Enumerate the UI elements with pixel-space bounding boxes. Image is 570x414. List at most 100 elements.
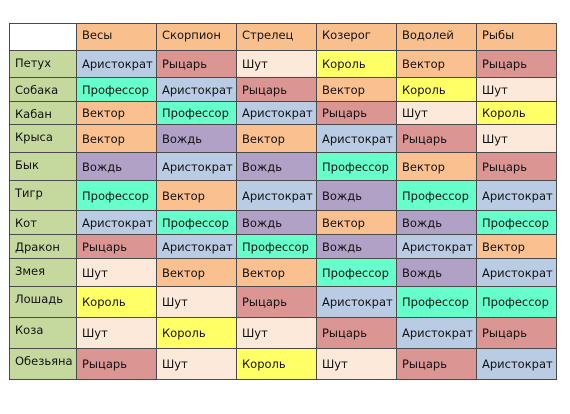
table-cell: Рыцарь	[476, 50, 557, 78]
table-cell: Король	[156, 317, 237, 349]
table-cell: Рыцарь	[236, 77, 317, 102]
table-row: Собака Профессор Аристократ Рыцарь Вектор Кор…	[9, 77, 557, 102]
table-cell: Аристократ	[236, 180, 317, 211]
row-label: Коза	[9, 317, 77, 349]
row-label: Обезьяна	[9, 348, 77, 380]
table-cell: Шут	[316, 348, 397, 380]
table-cell: Рыцарь	[156, 50, 237, 78]
table-cell: Вектор	[316, 77, 397, 102]
table-cell: Профессор	[76, 77, 157, 102]
column-header: Скорпион	[156, 23, 237, 51]
table-row: Дракон Рыцарь Аристократ Профессор Вождь Арис…	[9, 234, 557, 259]
table-row: Змея Шут Вектор Вектор Профессор Вождь Аристок…	[9, 258, 557, 287]
table-cell: Вождь	[316, 234, 397, 259]
table-cell: Король	[236, 348, 317, 380]
table-cell: Вектор	[76, 124, 157, 153]
row-label: Лошадь	[9, 286, 77, 318]
table-cell: Аристократ	[476, 180, 557, 211]
table-cell: Король	[76, 286, 157, 318]
column-header: Водолей	[396, 23, 477, 51]
table-cell: Вектор	[236, 124, 317, 153]
table-cell: Рыцарь	[476, 152, 557, 181]
table-cell: Вектор	[156, 180, 237, 211]
table-cell: Шут	[476, 124, 557, 153]
table-cell: Аристократ	[156, 77, 237, 102]
table-cell: Рыцарь	[396, 124, 477, 153]
table-cell: Шут	[236, 50, 317, 78]
table-cell: Шут	[156, 286, 237, 318]
table-cell: Рыцарь	[396, 348, 477, 380]
table-cell: Профессор	[476, 286, 557, 318]
table-row: Коза Шут Король Шут Рыцарь Аристократ Рыцарь	[9, 317, 557, 349]
row-label: Змея	[9, 258, 77, 287]
table-cell: Шут	[156, 348, 237, 380]
table-cell: Король	[396, 77, 477, 102]
table-row: Кот Аристократ Профессор Вождь Вектор Вождь Пр…	[9, 210, 557, 235]
table-cell: Профессор	[316, 152, 397, 181]
table-cell: Вождь	[236, 152, 317, 181]
table-cell: Вождь	[316, 180, 397, 211]
row-label: Кабан	[9, 101, 77, 125]
table-cell: Шут	[76, 317, 157, 349]
table-cell: Аристократ	[236, 101, 317, 125]
table-cell: Шут	[476, 77, 557, 102]
table-cell: Вождь	[396, 210, 477, 235]
table-cell: Вождь	[76, 152, 157, 181]
table-row: Петух Аристократ Рыцарь Шут Король Вектор Рыца…	[9, 50, 557, 78]
table-row: Обезьяна Рыцарь Шут Король Шут Рыцарь Аристокр…	[9, 348, 557, 380]
table-cell: Вождь	[236, 210, 317, 235]
row-label: Петух	[9, 50, 77, 78]
table-cell: Рыцарь	[76, 234, 157, 259]
table-cell: Вождь	[156, 124, 237, 153]
table-cell: Рыцарь	[316, 317, 397, 349]
table-cell: Вождь	[396, 258, 477, 287]
table-cell: Король	[316, 50, 397, 78]
column-header: Рыбы	[476, 23, 557, 51]
table-cell: Профессор	[476, 210, 557, 235]
table-cell: Профессор	[156, 210, 237, 235]
table-cell: Вектор	[396, 50, 477, 78]
table-row: Бык Вождь Аристократ Вождь Профессор Вектор Ры…	[9, 152, 557, 181]
table-cell: Аристократ	[316, 124, 397, 153]
table-cell: Профессор	[396, 286, 477, 318]
table-cell: Вектор	[236, 258, 317, 287]
table-cell: Профессор	[156, 101, 237, 125]
compatibility-table: Весы Скорпион Стрелец Козерог Водолей Рыбы Пет…	[9, 23, 557, 380]
table-cell: Аристократ	[396, 234, 477, 259]
table-cell: Рыцарь	[316, 101, 397, 125]
table-cell: Рыцарь	[236, 286, 317, 318]
table-cell: Вектор	[396, 152, 477, 181]
row-label: Кот	[9, 210, 77, 235]
table-cell: Аристократ	[156, 234, 237, 259]
table-cell: Аристократ	[76, 210, 157, 235]
table-cell: Профессор	[76, 180, 157, 211]
corner-cell	[9, 23, 77, 51]
table-cell: Аристократ	[396, 317, 477, 349]
row-label: Собака	[9, 77, 77, 102]
table-cell: Шут	[76, 258, 157, 287]
table-cell: Аристократ	[156, 152, 237, 181]
table-cell: Профессор	[396, 180, 477, 211]
column-header: Весы	[76, 23, 157, 51]
table-cell: Вектор	[476, 234, 557, 259]
row-label: Бык	[9, 152, 77, 181]
table-cell: Аристократ	[76, 50, 157, 78]
table-row: Кабан Вектор Профессор Аристократ Рыцарь Шут К…	[9, 101, 557, 125]
table-cell: Профессор	[236, 234, 317, 259]
column-header: Стрелец	[236, 23, 317, 51]
table-row: Тигр Профессор Вектор Аристократ Вождь Профес…	[9, 180, 557, 211]
row-label: Крыса	[9, 124, 77, 153]
table-cell: Шут	[396, 101, 477, 125]
table-row: Лошадь Король Шут Рыцарь Аристократ Профессор…	[9, 286, 557, 318]
row-label: Дракон	[9, 234, 77, 259]
table-cell: Король	[476, 101, 557, 125]
header-row: Весы Скорпион Стрелец Козерог Водолей Рыбы	[9, 23, 557, 51]
table-cell: Рыцарь	[476, 317, 557, 349]
table-cell: Аристократ	[476, 258, 557, 287]
table-cell: Профессор	[316, 258, 397, 287]
column-header: Козерог	[316, 23, 397, 51]
table-cell: Шут	[236, 317, 317, 349]
table-cell: Рыцарь	[76, 348, 157, 380]
table-cell: Аристократ	[476, 348, 557, 380]
table-cell: Вектор	[156, 258, 237, 287]
